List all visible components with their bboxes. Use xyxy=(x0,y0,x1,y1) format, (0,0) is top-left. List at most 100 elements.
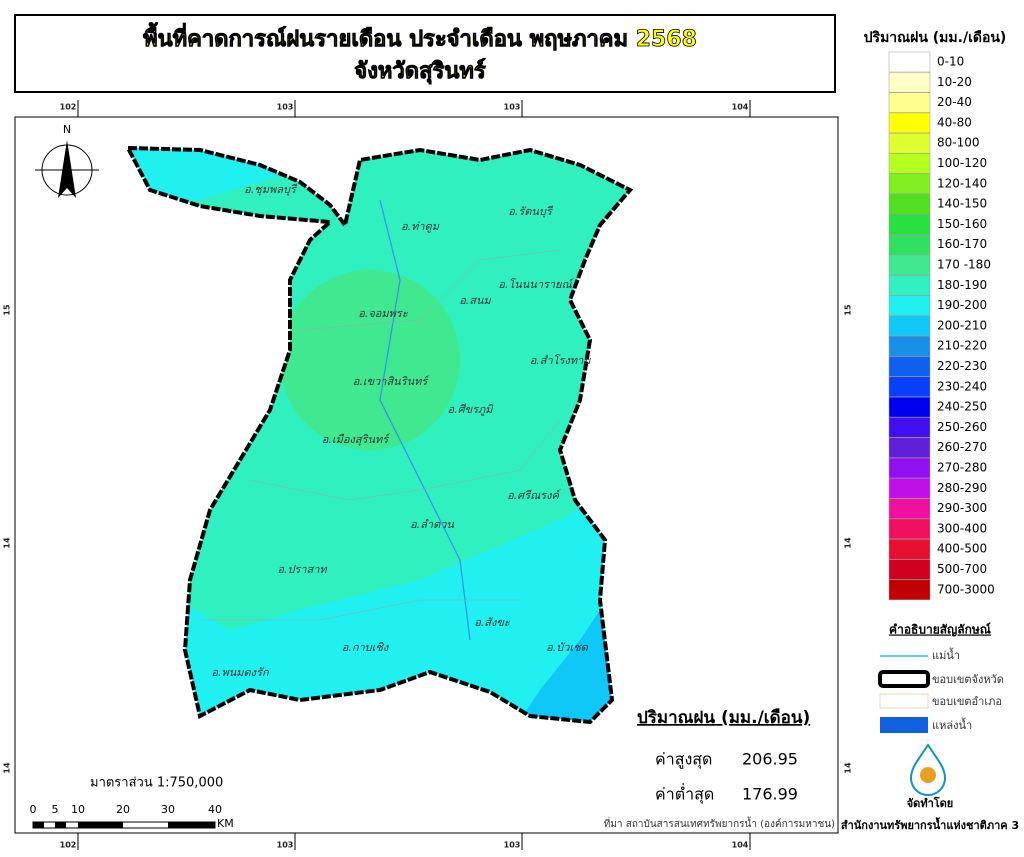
grid-label: 14 xyxy=(844,537,853,549)
legend-swatch xyxy=(888,193,931,215)
legend-label: 150-160 xyxy=(937,217,987,231)
north-arrow: N xyxy=(35,123,99,198)
district-label: อ.ศรีณรงค์ xyxy=(507,489,562,502)
legend-label: 300-400 xyxy=(937,521,987,535)
district-label: อ.เมืองสุรินทร์ xyxy=(322,433,391,446)
legend-label: 260-270 xyxy=(937,440,987,454)
grid-label: 15 xyxy=(844,304,853,316)
rain-surface xyxy=(128,148,630,722)
legend-label: 250-260 xyxy=(937,420,987,434)
legend-label: 280-290 xyxy=(937,481,987,495)
scale-tick: 5 xyxy=(52,803,59,816)
district-label: อ.บัวเชด xyxy=(546,641,588,654)
scale-tick: 30 xyxy=(161,803,175,816)
legend-label: 10-20 xyxy=(937,75,972,89)
logo xyxy=(909,743,947,796)
legend-label: 290-300 xyxy=(937,501,987,515)
legend-swatch xyxy=(888,376,931,398)
title-box xyxy=(14,14,836,93)
symbol-label: แหล่งน้ำ xyxy=(932,717,972,732)
stats-title: ปริมาณฝน (มม./เดือน) xyxy=(637,707,810,728)
district-label: อ.เขวาสินรินทร์ xyxy=(353,375,431,388)
symbol-label: ขอบเขตอำเภอ xyxy=(932,695,1002,708)
district-label: อ.ปราสาท xyxy=(277,563,327,576)
scale-unit: KM xyxy=(217,817,234,830)
grid-label: 104 xyxy=(732,841,749,850)
legend-swatch xyxy=(888,214,931,235)
district-symbol xyxy=(879,693,929,709)
grid-label: 15 xyxy=(3,304,12,316)
max-value: 206.95 xyxy=(742,750,798,769)
legend-swatch xyxy=(888,335,931,357)
legend-swatch xyxy=(888,72,931,93)
legend-swatch xyxy=(888,315,931,337)
district-label: อ.พนมดงรัก xyxy=(211,666,270,679)
district-label: อ.สำโรงทาบ xyxy=(530,354,592,367)
legend-swatch xyxy=(888,51,931,73)
legend-swatch xyxy=(888,295,931,316)
north-label: N xyxy=(63,123,71,136)
legend-label: 160-170 xyxy=(937,237,987,251)
legend-swatch xyxy=(888,437,931,458)
district-label: อ.ท่าตูม xyxy=(401,220,440,233)
legend-swatch xyxy=(888,498,931,519)
district-label: อ.สังขะ xyxy=(474,616,511,629)
legend-swatch xyxy=(888,275,931,296)
legend-swatch xyxy=(888,173,931,195)
grid-label: 104 xyxy=(732,103,749,112)
legend-label: 240-250 xyxy=(937,400,987,414)
legend-swatch xyxy=(888,112,931,134)
min-value: 176.99 xyxy=(742,785,798,804)
grid-label: 103 xyxy=(277,103,294,112)
district-label: อ.ศีขรภูมิ xyxy=(447,403,493,416)
scale-tick: 40 xyxy=(208,803,222,816)
legend-swatch xyxy=(888,356,931,377)
subtitle: จังหวัดสุรินทร์ xyxy=(354,58,486,85)
legend-swatch xyxy=(888,478,931,499)
district-label: อ.ชุมพลบุรี xyxy=(244,183,298,196)
scale-tick: 10 xyxy=(71,803,85,816)
legend-swatch xyxy=(888,457,931,479)
source: ที่มา สถาบันสารสนเทศทรัพยากรน้ำ (องค์การ… xyxy=(604,816,835,830)
symbol-label: แม่น้ำ xyxy=(932,647,960,662)
legend-swatch xyxy=(888,538,931,560)
district-label: อ.โนนนารายณ์ xyxy=(498,278,574,291)
grid-label: 103 xyxy=(277,841,294,850)
legend-label: 100-120 xyxy=(937,156,987,170)
grid-label: 102 xyxy=(60,103,77,112)
min-label: ค่าต่ำสุด xyxy=(655,783,714,805)
max-label: ค่าสูงสุด xyxy=(655,750,712,770)
legend-title: ปริมาณฝน (มม./เดือน) xyxy=(864,30,1007,46)
legend-label: 270-280 xyxy=(937,461,987,475)
legend-swatch xyxy=(888,417,931,438)
legend-swatch xyxy=(888,559,931,580)
legend-swatch xyxy=(888,579,931,601)
grid-label: 14 xyxy=(3,762,12,774)
legend-label: 200-210 xyxy=(937,318,987,332)
legend-label: 120-140 xyxy=(937,176,987,190)
scale-text: มาตราส่วน 1:750,000 xyxy=(90,776,223,791)
district-label: อ.รัตนบุรี xyxy=(508,205,554,218)
grid-label: 14 xyxy=(844,762,853,774)
symbol-label: ขอบเขตจังหวัด xyxy=(932,673,1004,686)
legend-swatch xyxy=(888,132,931,154)
legend-swatch xyxy=(888,92,931,113)
legend-label: 170 -180 xyxy=(937,258,991,272)
district-label: อ.จอมพระ xyxy=(358,307,409,320)
province-symbol xyxy=(878,670,930,688)
legend-swatch xyxy=(888,518,931,540)
producer-name: สำนักงานทรัพยากรน้ำแห่งชาติภาค 3 xyxy=(841,817,1019,832)
producer-label: จัดทำโดย xyxy=(907,796,954,810)
legend-swatch xyxy=(888,234,931,255)
legend-label: 700-3000 xyxy=(937,582,995,596)
grid-label: 102 xyxy=(60,841,77,850)
scale-tick: 20 xyxy=(116,803,130,816)
district-label: อ.กาบเชิง xyxy=(342,641,390,654)
district-label: อ.สนม xyxy=(459,294,491,307)
legend-swatch xyxy=(888,254,931,276)
legend-label: 180-190 xyxy=(937,278,987,292)
scale-bar xyxy=(32,821,216,829)
legend-label: 230-240 xyxy=(937,379,987,393)
district-label: อ.ลำดวน xyxy=(410,518,454,531)
